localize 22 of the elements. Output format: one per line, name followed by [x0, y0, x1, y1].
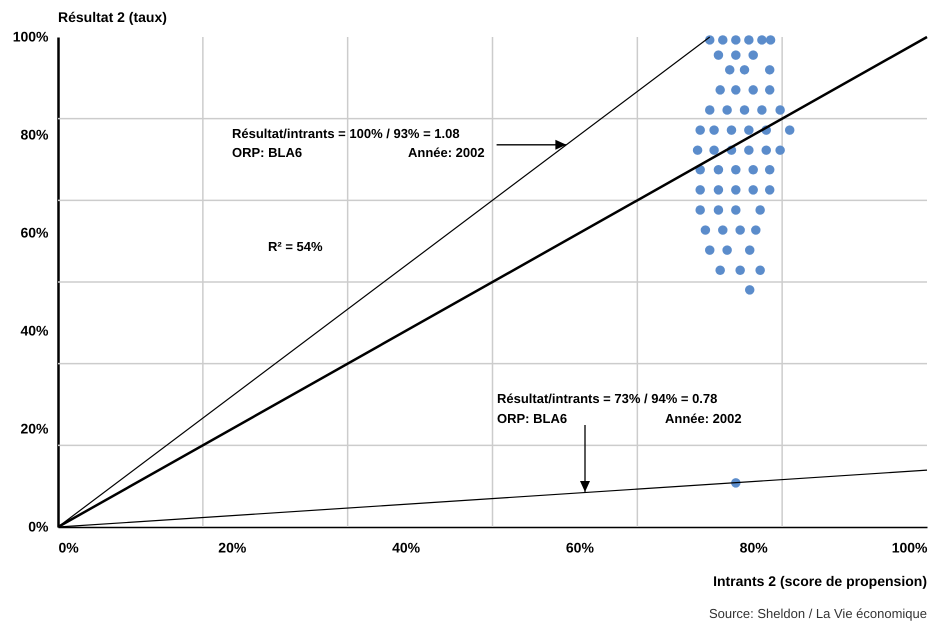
annotation: ORP: BLA6: [497, 411, 568, 426]
y-tick-label: 20%: [20, 420, 50, 436]
x-axis-title: Intrants 2 (score de propension): [713, 573, 927, 589]
x-tick-label: 60%: [566, 540, 594, 556]
source-note: Source: Sheldon / La Vie économique: [708, 606, 927, 621]
y-tick-label: 100%: [12, 28, 50, 44]
annotation: ORP: BLA6: [232, 145, 302, 160]
x-tick-label: 20%: [218, 540, 247, 556]
annotation: Année: 2002: [665, 411, 742, 426]
y-tick-label: 40%: [20, 322, 50, 338]
y-tick-label: 80%: [20, 126, 50, 142]
annotation: Résultat/intrants = 73% / 94% = 0.78: [497, 391, 718, 406]
annotation: R² = 54%: [268, 239, 323, 254]
x-tick-label: 40%: [392, 540, 421, 556]
y-axis-title: Résultat 2 (taux): [58, 9, 167, 25]
y-tick-label: 60%: [20, 224, 50, 240]
annotation: Année: 2002: [408, 145, 485, 160]
annotation: Résultat/intrants = 100% / 93% = 1.08: [232, 126, 460, 141]
y-tick-label: 0%: [28, 518, 50, 534]
x-tick-label: 80%: [740, 540, 768, 556]
x-tick-label: 0%: [58, 540, 80, 556]
x-tick-label: 100%: [892, 540, 928, 556]
